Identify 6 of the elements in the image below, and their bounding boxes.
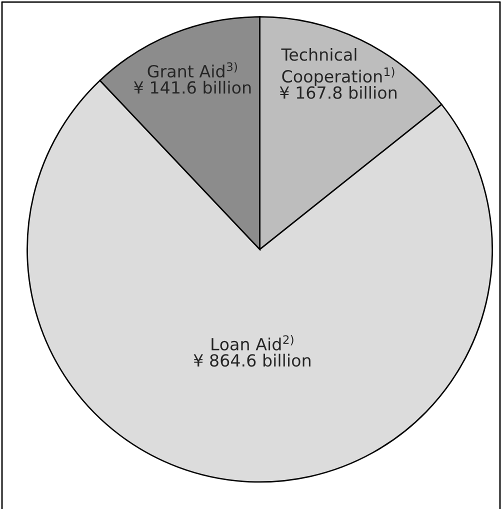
- slice-label: Technical Cooperation$^{1)}$: [281, 48, 394, 86]
- slice-label: Loan Aid$^{2)}$: [212, 335, 294, 350]
- data-label: ¥ 141.6 billion: [134, 80, 251, 94]
- data-label: ¥ 167.8 billion: [280, 86, 396, 99]
- slice-label: Grant Aid$^{3)}$: [148, 62, 237, 78]
- data-label: ¥ 864.6 billion: [194, 354, 310, 367]
